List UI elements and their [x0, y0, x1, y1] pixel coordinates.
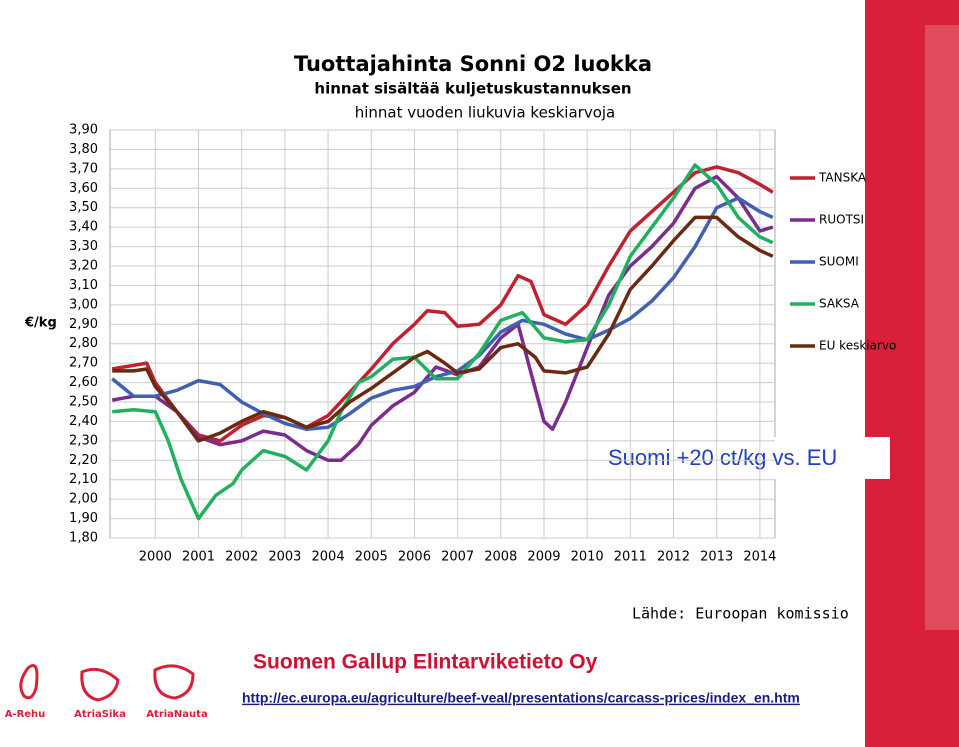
y-tick-label: 3,60	[69, 181, 98, 196]
y-tick-label: 1,80	[69, 531, 98, 546]
x-tick-label: 2008	[484, 550, 517, 565]
annotation: Suomi +20 ct/kg vs. EU	[608, 445, 837, 470]
y-tick-label: 1,90	[69, 511, 98, 526]
company: Suomen Gallup Elintarviketieto Oy	[253, 651, 598, 674]
y-tick-label: 2,70	[69, 356, 98, 371]
y-tick-label: 2,60	[69, 375, 98, 390]
logo-icons	[19, 664, 195, 702]
series-line	[111, 165, 774, 443]
series-line	[111, 196, 774, 431]
y-tick-label: 3,40	[69, 220, 98, 235]
logo-label: A-Rehu	[5, 709, 46, 720]
x-tick-label: 2014	[743, 550, 776, 565]
y-tick-label: 3,20	[69, 259, 98, 274]
x-tick-label: 2005	[355, 550, 388, 565]
y-tick-label: 3,00	[69, 297, 98, 312]
y-tick-label: 2,80	[69, 336, 98, 351]
legend-label: EU keskiarvo	[819, 339, 896, 353]
y-tick-label: 3,90	[69, 123, 98, 138]
url[interactable]: http://ec.europa.eu/agriculture/beef-vea…	[242, 690, 800, 706]
x-tick-label: 2011	[614, 550, 647, 565]
legend-label: RUOTSI	[819, 213, 864, 227]
x-tick-label: 2003	[268, 550, 301, 565]
y-tick-label: 2,30	[69, 433, 98, 448]
x-tick-label: 2009	[527, 550, 560, 565]
side-pattern	[925, 25, 959, 630]
y-tick-label: 3,10	[69, 278, 98, 293]
subtitle: hinnat vuoden liukuvia keskiarvoja	[355, 104, 616, 122]
x-tick-label: 2012	[657, 550, 690, 565]
logo-label: AtriaSika	[74, 709, 126, 720]
y-tick-label: 2,00	[69, 492, 98, 507]
x-tick-label: 2013	[700, 550, 733, 565]
subtitle: hinnat sisältää kuljetuskustannuksen	[314, 80, 631, 98]
x-tick-label: 2001	[182, 550, 215, 565]
x-tick-label: 2007	[441, 550, 474, 565]
x-tick-label: 2000	[139, 550, 172, 565]
legend-label: SUOMI	[819, 255, 859, 269]
x-tick-label: 2010	[571, 550, 604, 565]
legend-label: TANSKA	[818, 171, 867, 185]
source: Lähde: Euroopan komissio	[632, 605, 849, 623]
y-tick-label: 2,40	[69, 414, 98, 429]
y-tick-label: 3,80	[69, 142, 98, 157]
y-tick-label: 3,30	[69, 239, 98, 254]
x-tick-label: 2002	[225, 550, 258, 565]
logo-label: AtriaNauta	[146, 709, 207, 720]
y-tick-label: 2,50	[69, 395, 98, 410]
x-tick-label: 2004	[312, 550, 345, 565]
y-axis-label: €/kg	[24, 316, 57, 331]
y-tick-label: 3,50	[69, 200, 98, 215]
y-tick-label: 2,20	[69, 453, 98, 468]
y-tick-label: 2,10	[69, 472, 98, 487]
y-tick-label: 3,70	[69, 161, 98, 176]
legend-label: SAKSA	[819, 297, 860, 311]
series-line	[112, 215, 774, 443]
annotation-box	[567, 437, 890, 479]
series-line	[111, 174, 774, 463]
chart-title: Tuottajahinta Sonni O2 luokka	[294, 52, 652, 76]
x-tick-label: 2006	[398, 550, 431, 565]
y-tick-label: 2,90	[69, 317, 98, 332]
